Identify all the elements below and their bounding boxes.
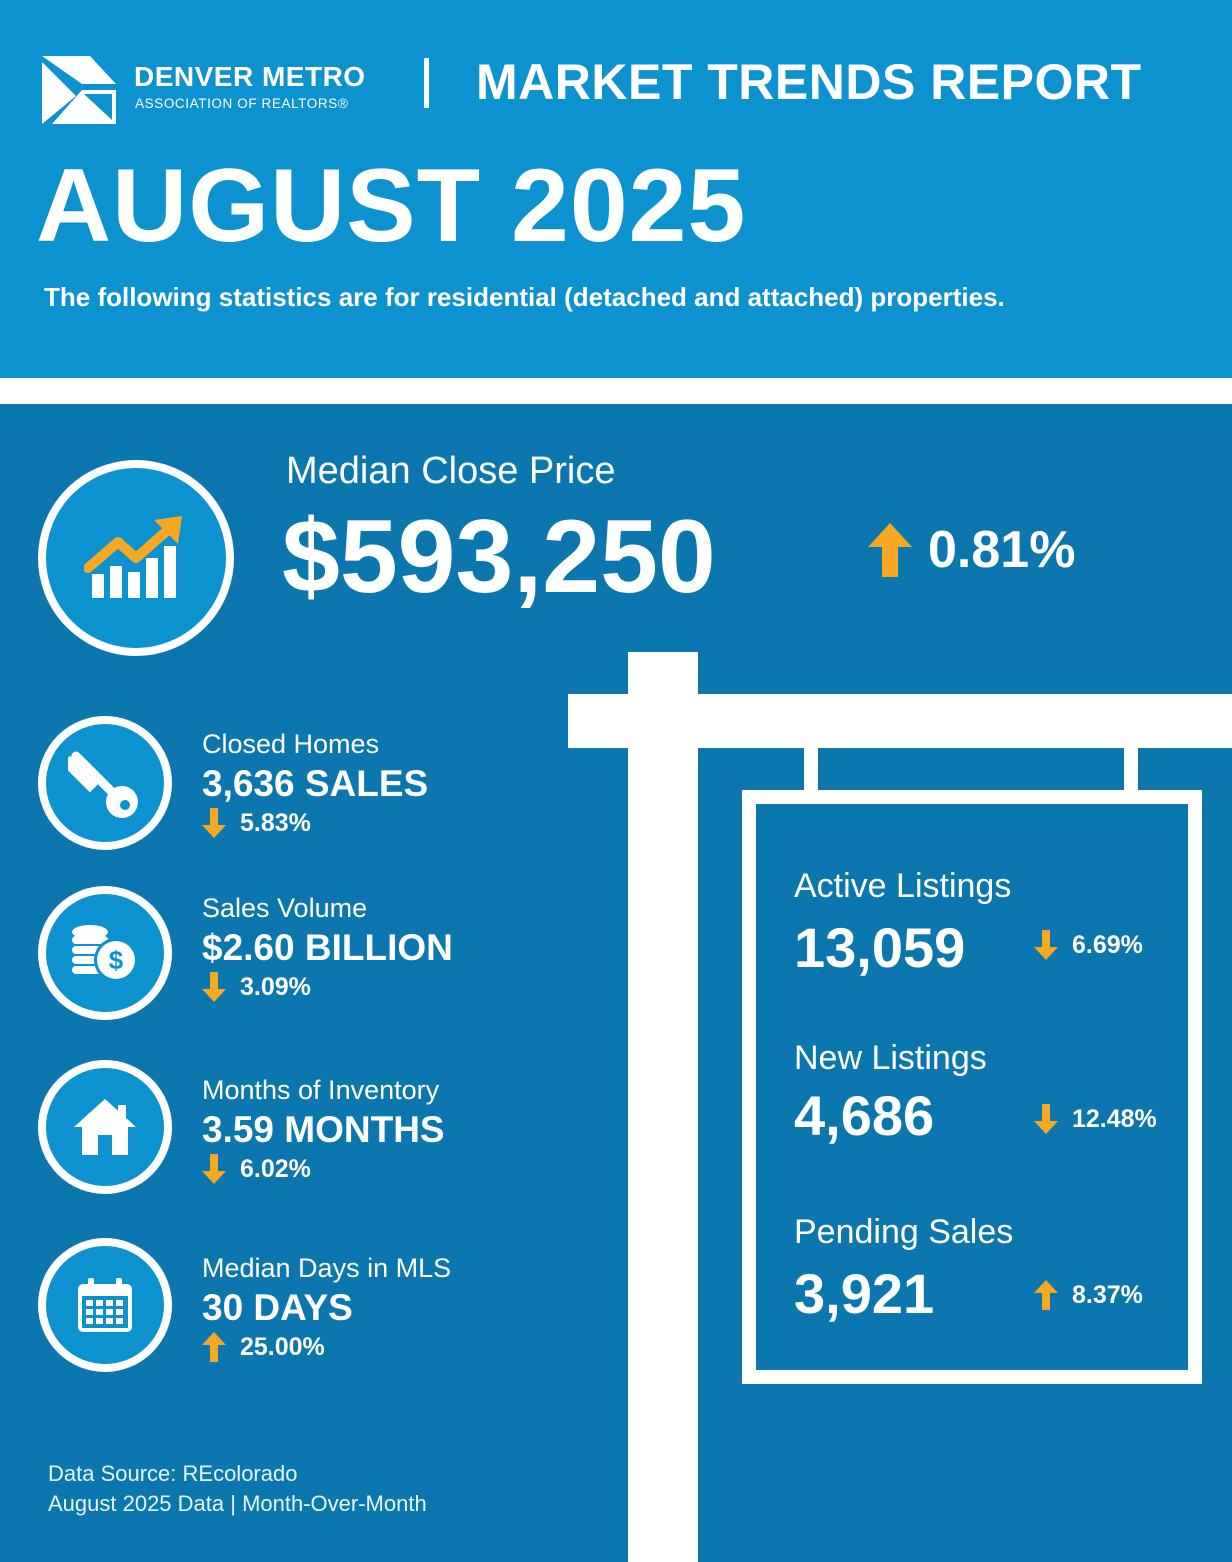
- house-icon: [74, 1099, 136, 1155]
- stat-days-in-mls: Median Days in MLS 30 DAYS 25.00%: [202, 1252, 451, 1362]
- stat-label: Median Days in MLS: [202, 1253, 452, 1283]
- dmar-logo-icon: [42, 56, 116, 124]
- active-listings-change-pct: 6.69%: [1072, 931, 1143, 959]
- stat-change-pct: 3.09%: [240, 973, 311, 1001]
- arrow-down-icon: [202, 972, 226, 1002]
- header-divider: [0, 378, 1232, 404]
- median-price-label: Median Close Price: [286, 450, 616, 492]
- coins-dollar-icon: $: [72, 925, 138, 982]
- stat-change-pct: 6.02%: [240, 1155, 311, 1183]
- pending-sales-change: 8.37%: [1034, 1280, 1143, 1310]
- stat-change: 5.83%: [202, 808, 428, 838]
- arrow-up-icon: [202, 1332, 226, 1362]
- arrow-down-icon: [202, 808, 226, 838]
- sign-hanger: [1124, 748, 1138, 794]
- stat-change-pct: 5.83%: [240, 809, 311, 837]
- title-separator: [424, 58, 429, 108]
- stat-closed-homes: Closed Homes 3,636 SALES 5.83%: [202, 728, 428, 838]
- arrow-up-icon: [1034, 1280, 1058, 1310]
- median-price-badge: [38, 460, 234, 656]
- rising-chart-icon: [84, 516, 182, 598]
- median-price-value: $593,250: [282, 499, 716, 615]
- active-listings-change: 6.69%: [1034, 930, 1143, 960]
- key-icon: [68, 751, 138, 818]
- stat-months-inventory: Months of Inventory 3.59 MONTHS 6.02%: [202, 1074, 445, 1184]
- new-listings-label: New Listings: [794, 1039, 987, 1077]
- stat-change: 3.09%: [202, 972, 453, 1002]
- sign-arm: [568, 694, 1232, 748]
- new-listings-change: 12.48%: [1034, 1104, 1157, 1134]
- new-listings-value: 4,686: [794, 1084, 935, 1147]
- calendar-icon: [78, 1278, 132, 1332]
- sign-post: [628, 652, 698, 1562]
- stat-change: 6.02%: [202, 1154, 445, 1184]
- arrow-down-icon: [1034, 1104, 1058, 1134]
- stat-label: Months of Inventory: [202, 1075, 440, 1105]
- report-title: MARKET TRENDS REPORT: [476, 54, 1142, 110]
- arrow-down-icon: [202, 1154, 226, 1184]
- new-listings-change-pct: 12.48%: [1072, 1105, 1157, 1133]
- stat-value: 3.59 MONTHS: [202, 1109, 445, 1150]
- stat-value: $2.60 BILLION: [202, 927, 453, 968]
- closed-homes-badge: [38, 716, 172, 850]
- stat-value: 3,636 SALES: [202, 763, 429, 804]
- median-price-change: 0.81%: [868, 520, 1075, 580]
- header-band: [0, 0, 1232, 378]
- org-subname: ASSOCIATION OF REALTORS®: [135, 96, 349, 111]
- svg-text:$: $: [109, 945, 124, 975]
- active-listings-label: Active Listings: [794, 867, 1012, 905]
- data-source: Data Source: REcolorado: [48, 1461, 298, 1486]
- arrow-down-icon: [1034, 930, 1058, 960]
- stat-sales-volume: Sales Volume $2.60 BILLION 3.09%: [202, 892, 453, 1002]
- stat-label: Closed Homes: [202, 729, 380, 759]
- report-subtitle: The following statistics are for residen…: [44, 282, 1005, 312]
- pending-sales-label: Pending Sales: [794, 1213, 1014, 1251]
- listing-sign: [742, 790, 1202, 1384]
- stat-change-pct: 25.00%: [240, 1333, 325, 1361]
- days-in-mls-badge: [38, 1238, 172, 1372]
- active-listings-value: 13,059: [794, 916, 966, 979]
- median-price-change-pct: 0.81%: [928, 521, 1076, 579]
- stat-value: 30 DAYS: [202, 1287, 353, 1328]
- stat-label: Sales Volume: [202, 893, 368, 923]
- report-month: AUGUST 2025: [36, 148, 747, 264]
- sales-volume-badge: $: [38, 886, 172, 1020]
- arrow-up-icon: [868, 523, 912, 577]
- pending-sales-change-pct: 8.37%: [1072, 1281, 1143, 1309]
- sign-hanger: [804, 748, 818, 794]
- months-inventory-badge: [38, 1060, 172, 1194]
- stat-change: 25.00%: [202, 1332, 451, 1362]
- data-period: August 2025 Data | Month-Over-Month: [48, 1491, 427, 1516]
- pending-sales-value: 3,921: [794, 1262, 935, 1325]
- org-name: DENVER METRO: [134, 61, 366, 92]
